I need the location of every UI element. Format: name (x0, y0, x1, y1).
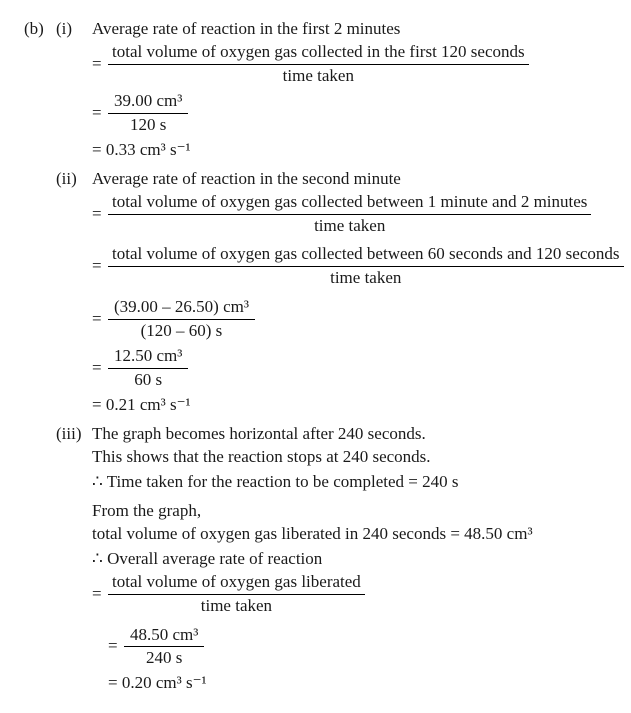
iii-frac1: = total volume of oxygen gas liberated t… (92, 571, 607, 618)
ii-frac2: = total volume of oxygen gas collected b… (92, 243, 607, 290)
label-ii: (ii) (56, 168, 92, 191)
iii-line2: This shows that the reaction stops at 24… (92, 446, 607, 469)
label-iii: (iii) (56, 423, 92, 446)
numerator: 48.50 cm³ (124, 624, 204, 647)
fraction: (39.00 – 26.50) cm³ (120 – 60) s (108, 296, 255, 343)
equals: = (92, 583, 108, 606)
fraction: total volume of oxygen gas collected in … (108, 41, 529, 88)
fraction: total volume of oxygen gas collected bet… (108, 243, 624, 290)
ii-calc: = total volume of oxygen gas collected b… (92, 191, 607, 417)
ii-result: = 0.21 cm³ s⁻¹ (92, 394, 607, 417)
iii-body: The graph becomes horizontal after 240 s… (92, 423, 607, 571)
iii-frac2: = 48.50 cm³ 240 s (92, 624, 607, 671)
equals: = (108, 635, 124, 658)
fraction: 48.50 cm³ 240 s (124, 624, 204, 671)
iii-result: = 0.20 cm³ s⁻¹ (92, 672, 607, 695)
iii-line1: The graph becomes horizontal after 240 s… (92, 423, 607, 446)
equals: = (92, 255, 108, 278)
i-frac1: = total volume of oxygen gas collected i… (92, 41, 607, 88)
numerator: total volume of oxygen gas collected bet… (108, 191, 591, 214)
denominator: 120 s (124, 114, 172, 137)
ii-title: Average rate of reaction in the second m… (92, 168, 607, 191)
equals: = (92, 357, 108, 380)
label-i: (i) (56, 18, 92, 41)
numerator: total volume of oxygen gas liberated (108, 571, 365, 594)
denominator: time taken (310, 215, 389, 238)
denominator: time taken (279, 65, 358, 88)
numerator: 39.00 cm³ (108, 90, 188, 113)
denominator: time taken (326, 267, 405, 290)
equals: = (92, 53, 108, 76)
i-calc: = total volume of oxygen gas collected i… (92, 41, 607, 162)
label-b: (b) (24, 18, 56, 41)
iii-line5: total volume of oxygen gas liberated in … (92, 523, 607, 546)
iii-line4: From the graph, (92, 500, 607, 523)
fraction: 39.00 cm³ 120 s (108, 90, 188, 137)
ii-frac1: = total volume of oxygen gas collected b… (92, 191, 607, 238)
ii-frac3: = (39.00 – 26.50) cm³ (120 – 60) s (92, 296, 607, 343)
equals: = (92, 102, 108, 125)
i-frac2: = 39.00 cm³ 120 s (92, 90, 607, 137)
fraction: total volume of oxygen gas liberated tim… (108, 571, 365, 618)
i-title: Average rate of reaction in the first 2 … (92, 18, 607, 41)
iii-line3: ∴ Time taken for the reaction to be comp… (92, 471, 607, 494)
i-result: = 0.33 cm³ s⁻¹ (92, 139, 607, 162)
denominator: (120 – 60) s (135, 320, 229, 343)
ii-frac4: = 12.50 cm³ 60 s (92, 345, 607, 392)
numerator: (39.00 – 26.50) cm³ (108, 296, 255, 319)
iii-calc: = total volume of oxygen gas liberated t… (92, 571, 607, 696)
part-b-ii-head: (ii) Average rate of reaction in the sec… (24, 168, 607, 191)
equals: = (92, 203, 108, 226)
denominator: 240 s (140, 647, 188, 670)
part-b-iii-head: (iii) The graph becomes horizontal after… (24, 423, 607, 571)
numerator: total volume of oxygen gas collected in … (108, 41, 529, 64)
fraction: total volume of oxygen gas collected bet… (108, 191, 591, 238)
denominator: time taken (197, 595, 276, 618)
iii-line6: ∴ Overall average rate of reaction (92, 548, 607, 571)
equals: = (92, 308, 108, 331)
denominator: 60 s (128, 369, 168, 392)
numerator: 12.50 cm³ (108, 345, 188, 368)
numerator: total volume of oxygen gas collected bet… (108, 243, 624, 266)
fraction: 12.50 cm³ 60 s (108, 345, 188, 392)
part-b-i-head: (b) (i) Average rate of reaction in the … (24, 18, 607, 41)
